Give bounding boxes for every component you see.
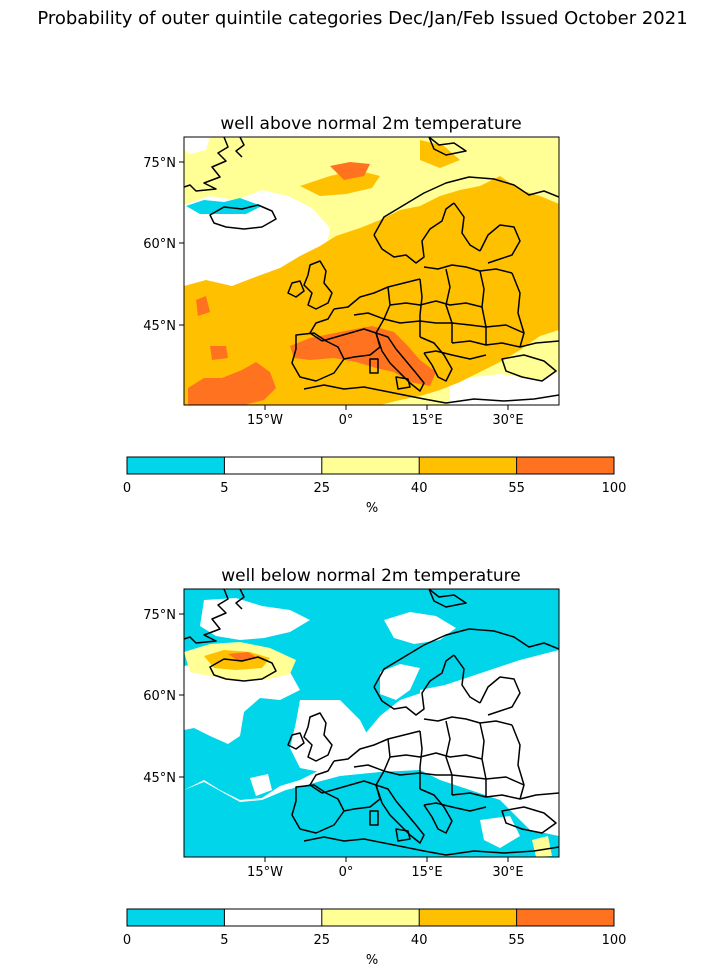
cbar-unit: % xyxy=(366,953,378,968)
lon-label-0: 0° xyxy=(339,413,354,428)
figure-title: Probability of outer quintile categories… xyxy=(37,8,688,29)
cbar-tick: 25 xyxy=(314,933,331,948)
cbar-tick: 5 xyxy=(220,933,228,948)
cbar-unit: % xyxy=(366,501,378,516)
cbar-tick: 0 xyxy=(123,933,131,948)
cbar-tick: 55 xyxy=(508,481,525,496)
cbar-tick: 40 xyxy=(411,481,428,496)
lat-label-75n: 75°N xyxy=(143,156,176,171)
lon-label-0: 0° xyxy=(339,865,354,880)
lon-label-30e: 30°E xyxy=(492,413,523,428)
colorbar-above: 0 5 25 40 55 100 % xyxy=(123,456,627,516)
lat-label-60n: 60°N xyxy=(143,237,176,252)
map-below: 75°N 60°N 45°N 15°W 0° 15°E 30°E xyxy=(143,588,560,880)
panel-title-above: well above normal 2m temperature xyxy=(220,114,522,134)
lat-label-60n: 60°N xyxy=(143,689,176,704)
cbar-tick: 100 xyxy=(602,933,627,948)
lon-label-15w: 15°W xyxy=(247,865,283,880)
lon-label-15w: 15°W xyxy=(247,413,283,428)
lat-label-45n: 45°N xyxy=(143,319,176,334)
cbar-tick: 55 xyxy=(508,933,525,948)
panel-title-below: well below normal 2m temperature xyxy=(221,566,521,586)
cbar-tick: 40 xyxy=(411,933,428,948)
lon-label-15e: 15°E xyxy=(411,865,442,880)
cbar-tick: 0 xyxy=(123,481,131,496)
cbar-tick: 100 xyxy=(602,481,627,496)
lat-label-75n: 75°N xyxy=(143,608,176,623)
cbar-tick: 25 xyxy=(314,481,331,496)
lon-label-30e: 30°E xyxy=(492,865,523,880)
colorbar-below: 0 5 25 40 55 100 % xyxy=(123,908,627,968)
cbar-tick: 5 xyxy=(220,481,228,496)
map-above: 75°N 60°N 45°N 15°W 0° 15°E 30°E xyxy=(143,136,560,428)
lat-label-45n: 45°N xyxy=(143,771,176,786)
lon-label-15e: 15°E xyxy=(411,413,442,428)
